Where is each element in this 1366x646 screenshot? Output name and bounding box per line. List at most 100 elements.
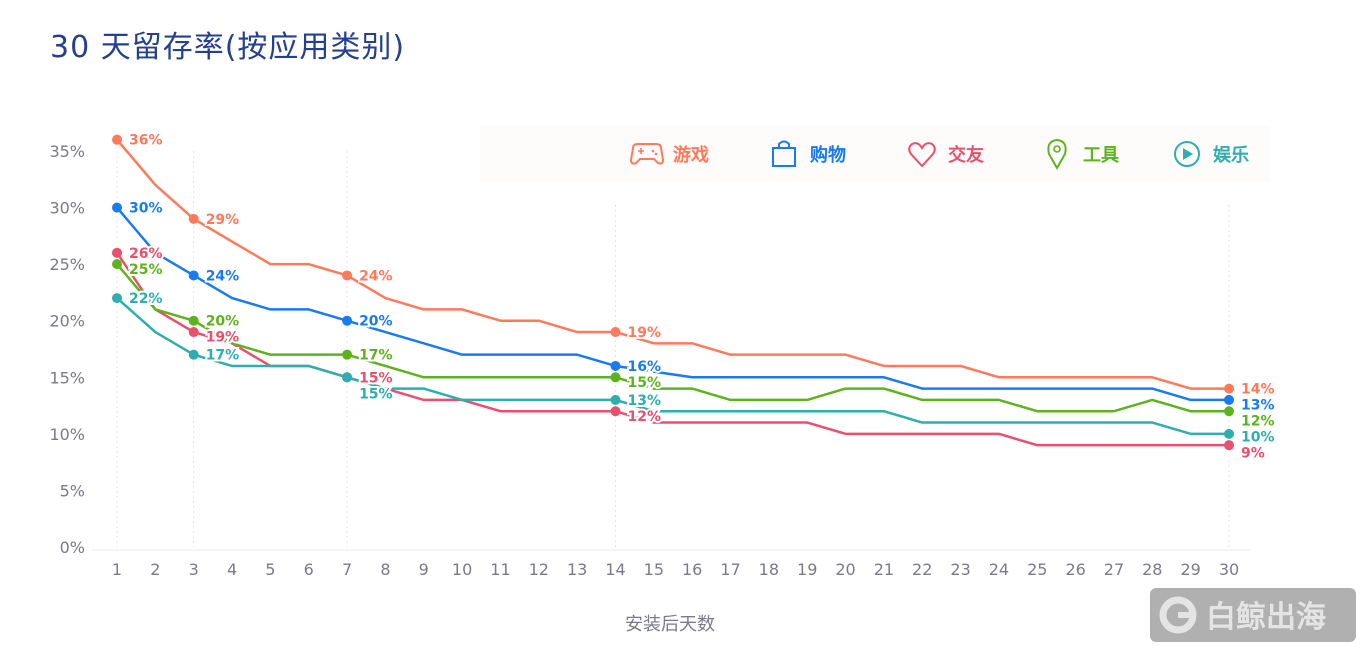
x-tick-label: 6 — [304, 560, 314, 579]
data-label: 15% — [359, 386, 393, 402]
data-label: 17% — [359, 348, 393, 364]
data-label: 24% — [206, 268, 240, 284]
dpad — [638, 148, 644, 154]
heart-icon — [908, 142, 936, 168]
legend-item-0[interactable]: 游戏 — [629, 143, 709, 166]
legend-label: 工具 — [1083, 145, 1119, 166]
button — [654, 152, 658, 156]
data-label: 12% — [1241, 414, 1275, 430]
data-label: 15% — [359, 370, 393, 386]
legend-item-1[interactable]: 购物 — [772, 140, 846, 167]
data-label: 22% — [129, 291, 163, 307]
legend-label: 娱乐 — [1213, 144, 1249, 166]
x-tick-label: 2 — [150, 560, 160, 579]
data-point — [1224, 406, 1234, 417]
x-tick-label: 11 — [490, 560, 510, 579]
x-tick-label: 29 — [1180, 560, 1200, 579]
x-tick-label: 12 — [529, 560, 549, 579]
data-label: 29% — [206, 212, 240, 228]
data-point — [112, 293, 122, 304]
watermark-text: 白鲸出海 — [1206, 600, 1326, 635]
watermark-logo: 白鲸出海 — [1150, 588, 1356, 642]
data-point — [610, 394, 621, 405]
shopping-bag-icon — [772, 140, 796, 167]
data-point — [188, 213, 199, 224]
x-tick-label: 28 — [1142, 560, 1162, 579]
button — [651, 149, 655, 153]
x-tick-label: 7 — [342, 560, 352, 579]
series-line-4 — [116, 297, 1229, 436]
data-point — [188, 349, 199, 360]
data-label: 19% — [627, 325, 661, 341]
x-tick-label: 24 — [989, 560, 1009, 579]
x-tick-label: 16 — [682, 560, 702, 579]
data-label: 10% — [1241, 430, 1275, 446]
data-point — [188, 327, 199, 338]
series-line-0 — [116, 138, 1229, 390]
data-label: 20% — [206, 314, 240, 330]
x-tick-label: 14 — [605, 560, 625, 579]
x-tick-label: 27 — [1104, 560, 1124, 579]
x-tick-label: 15 — [644, 560, 664, 579]
x-tick-label: 19 — [797, 560, 817, 579]
play-circle-icon — [1174, 141, 1200, 167]
data-label: 26% — [129, 246, 163, 262]
series-line-1 — [116, 206, 1229, 402]
data-label: 13% — [627, 393, 661, 409]
data-label: 9% — [1241, 446, 1265, 462]
heart-shape — [908, 142, 936, 168]
series-line-2 — [115, 252, 1229, 447]
x-tick-label: 23 — [950, 560, 970, 579]
chart-title: 30 天留存率(按应用类别) — [50, 30, 406, 65]
bag-handle — [778, 140, 790, 148]
data-point — [188, 315, 199, 326]
data-point — [610, 372, 621, 383]
data-label: 16% — [627, 359, 661, 375]
x-tick-label: 8 — [380, 560, 390, 579]
x-axis-label: 安装后天数 — [625, 614, 715, 635]
series-line-3 — [116, 263, 1229, 413]
x-tick-label: 17 — [720, 560, 740, 579]
x-tick-label: 1 — [112, 560, 122, 579]
pin-hole — [1053, 145, 1061, 153]
data-point — [112, 259, 122, 270]
legend-item-2[interactable]: 交友 — [908, 142, 984, 168]
y-tick-label: 10% — [49, 425, 85, 444]
map-pin-icon — [1047, 138, 1067, 171]
data-point — [1224, 394, 1234, 405]
legend-background — [480, 126, 1270, 182]
data-point — [1224, 440, 1234, 451]
x-tick-label: 25 — [1027, 560, 1047, 579]
y-tick-label: 20% — [49, 312, 85, 331]
legend-item-3[interactable]: 工具 — [1047, 138, 1119, 171]
data-point — [112, 247, 122, 258]
x-tick-label: 4 — [227, 560, 237, 579]
x-tick-label: 26 — [1065, 560, 1085, 579]
data-point — [610, 406, 621, 417]
data-point — [342, 372, 353, 383]
legend-item-4[interactable]: 娱乐 — [1174, 141, 1249, 167]
data-point — [112, 202, 122, 213]
data-label: 30% — [129, 201, 163, 217]
bag-body — [772, 147, 796, 167]
data-label: 13% — [1241, 398, 1275, 414]
x-tick-label: 13 — [567, 560, 587, 579]
play-triangle — [1183, 148, 1193, 160]
data-point — [342, 349, 353, 360]
data-label: 25% — [129, 262, 163, 278]
x-tick-label: 30 — [1219, 560, 1239, 579]
x-tick-label: 21 — [874, 560, 894, 579]
data-label: 12% — [627, 409, 661, 425]
y-tick-label: 25% — [49, 255, 85, 274]
x-tick-label: 18 — [759, 560, 779, 579]
data-point — [610, 360, 621, 371]
data-point — [610, 327, 621, 338]
legend-label: 交友 — [948, 144, 984, 166]
x-tick-label: 22 — [912, 560, 932, 579]
data-point — [112, 134, 122, 145]
gamepad-shape — [629, 143, 665, 165]
gamepad-icon — [629, 143, 665, 165]
y-tick-label: 30% — [49, 199, 85, 218]
data-label: 20% — [359, 314, 393, 330]
data-point — [188, 270, 199, 281]
